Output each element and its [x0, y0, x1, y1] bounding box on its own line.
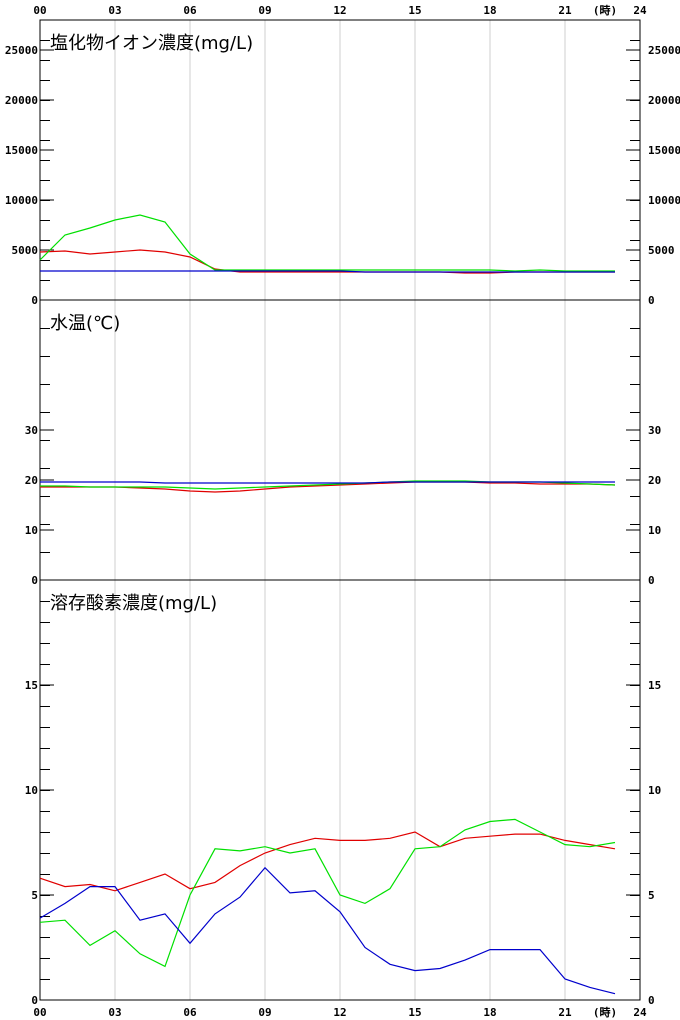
y-tick-label-right: 10000 — [648, 194, 680, 207]
y-tick-label-left: 10 — [25, 524, 38, 537]
x-tick-label-bottom: 21 — [558, 1006, 572, 1019]
y-tick-label-left: 0 — [31, 294, 38, 307]
x-tick-label-top: 15 — [408, 4, 421, 17]
series-line-green — [39, 818, 616, 968]
y-tick-label-left: 10000 — [5, 194, 38, 207]
x-tick-label-top: 12 — [333, 4, 346, 17]
y-tick-label-right: 30 — [648, 424, 661, 437]
x-tick-label-top: 00 — [33, 4, 46, 17]
x-tick-label-top: 21 — [558, 4, 572, 17]
y-tick-label-right: 5 — [648, 889, 655, 902]
y-tick-label-right: 20 — [648, 474, 661, 487]
y-tick-label-left: 0 — [31, 574, 38, 587]
series-line-green — [39, 214, 615, 272]
hour-unit-label-bottom: (時) — [593, 1005, 617, 1019]
y-tick-label-left: 10 — [25, 784, 38, 797]
series-line-blue — [39, 866, 616, 995]
series-line-red — [40, 481, 616, 493]
series-line-red — [39, 831, 616, 892]
y-tick-label-right: 5000 — [648, 244, 675, 257]
x-tick-label-bottom: 15 — [408, 1006, 421, 1019]
x-tick-label-top: 18 — [483, 4, 496, 17]
x-tick-label-top: 24 — [633, 4, 647, 17]
y-tick-label-left: 20 — [25, 474, 38, 487]
y-tick-label-left: 0 — [31, 994, 38, 1007]
y-tick-label-right: 10 — [648, 784, 661, 797]
x-tick-label-bottom: 00 — [33, 1006, 46, 1019]
panel-title: 溶存酸素濃度(mg/L) — [50, 593, 217, 614]
series-line-blue — [40, 270, 615, 273]
x-tick-label-bottom: 12 — [333, 1006, 346, 1019]
panel-title: 水温(℃) — [50, 313, 120, 334]
y-tick-label-left: 30 — [25, 424, 38, 437]
x-tick-label-top: 09 — [258, 4, 271, 17]
x-tick-label-top: 03 — [108, 4, 121, 17]
y-tick-label-left: 5 — [31, 889, 38, 902]
panel-title: 塩化物イオン濃度(mg/L) — [50, 33, 253, 54]
x-tick-label-bottom: 09 — [258, 1006, 271, 1019]
y-tick-label-right: 15 — [648, 679, 661, 692]
y-tick-label-left: 15000 — [5, 144, 38, 157]
x-tick-label-bottom: 06 — [183, 1006, 197, 1019]
hour-unit-label-top: (時) — [593, 3, 617, 17]
y-tick-label-left: 5000 — [12, 244, 39, 257]
y-tick-label-left: 15 — [25, 679, 38, 692]
series-line-blue — [40, 481, 615, 484]
y-tick-label-left: 25000 — [5, 44, 38, 57]
y-tick-label-right: 0 — [648, 294, 655, 307]
y-tick-label-right: 0 — [648, 574, 655, 587]
y-tick-label-right: 15000 — [648, 144, 680, 157]
x-tick-label-top: 06 — [183, 4, 197, 17]
x-tick-label-bottom: 18 — [483, 1006, 496, 1019]
y-tick-label-right: 25000 — [648, 44, 680, 57]
y-tick-label-right: 20000 — [648, 94, 680, 107]
y-tick-label-right: 10 — [648, 524, 661, 537]
y-tick-label-right: 0 — [648, 994, 655, 1007]
x-tick-label-bottom: 24 — [633, 1006, 647, 1019]
x-tick-label-bottom: 03 — [108, 1006, 121, 1019]
y-tick-label-left: 20000 — [5, 94, 38, 107]
